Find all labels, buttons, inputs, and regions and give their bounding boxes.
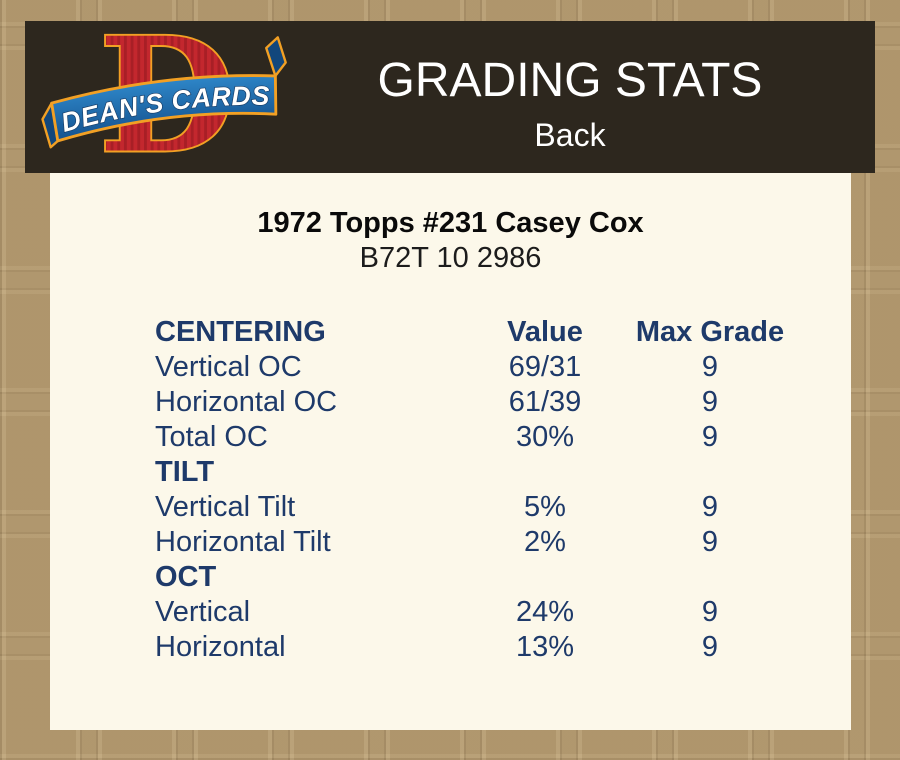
- table-row: Vertical OC 69/31 9: [155, 350, 795, 385]
- table-row: Horizontal OC 61/39 9: [155, 385, 795, 420]
- header-titles: GRADING STATS Back: [265, 21, 875, 173]
- row-label: Horizontal Tilt: [155, 526, 331, 558]
- empty-cell: [625, 560, 795, 595]
- ribbon-banner: [50, 74, 278, 143]
- deans-cards-logo-icon: D DEAN'S CARDS: [41, 2, 287, 190]
- section-label-oct: OCT: [155, 561, 217, 593]
- row-max-grade: 9: [701, 491, 719, 523]
- column-header-max-grade: Max Grade: [635, 316, 785, 348]
- row-value: 61/39: [508, 386, 582, 418]
- row-value: 5%: [524, 491, 566, 523]
- row-max-grade: 9: [701, 526, 719, 558]
- table-row-oct-header: OCT: [155, 560, 795, 595]
- table-row: Vertical Tilt 5% 9: [155, 490, 795, 525]
- card-side-label: Back: [534, 116, 606, 153]
- table-row: Horizontal Tilt 2% 9: [155, 525, 795, 560]
- column-header-value: Value: [507, 316, 583, 348]
- card-code: B72T 10 2986: [359, 242, 542, 274]
- table-row: Horizontal 13% 9: [155, 630, 795, 665]
- row-label: Total OC: [155, 421, 268, 453]
- empty-cell: [465, 455, 625, 490]
- row-label: Horizontal: [155, 631, 286, 663]
- row-value: 30%: [515, 421, 575, 453]
- table-row-centering-header: CENTERING Value Max Grade: [155, 315, 795, 350]
- row-label: Horizontal OC: [155, 386, 338, 418]
- grading-table: CENTERING Value Max Grade Vertical OC 69…: [155, 315, 795, 665]
- row-label: Vertical: [155, 596, 251, 628]
- deans-cards-logo: D DEAN'S CARDS: [39, 2, 291, 190]
- table-row-tilt-header: TILT: [155, 455, 795, 490]
- empty-cell: [465, 560, 625, 595]
- row-max-grade: 9: [701, 421, 719, 453]
- row-max-grade: 9: [701, 351, 719, 383]
- header-banner: D DEAN'S CARDS GRADING STATS Back: [25, 2, 875, 190]
- row-max-grade: 9: [701, 631, 719, 663]
- row-value: 69/31: [508, 351, 582, 383]
- row-max-grade: 9: [701, 596, 719, 628]
- row-label: Vertical OC: [155, 351, 302, 383]
- row-label: Vertical Tilt: [155, 491, 296, 523]
- table-row: Total OC 30% 9: [155, 420, 795, 455]
- ribbon-right-fold: [265, 36, 287, 78]
- row-value: 24%: [515, 596, 575, 628]
- section-label-centering: CENTERING: [155, 316, 326, 348]
- row-value: 13%: [515, 631, 575, 663]
- stats-panel: 1972 Topps #231 Casey Cox B72T 10 2986 C…: [50, 173, 851, 730]
- row-value: 2%: [524, 526, 566, 558]
- row-max-grade: 9: [701, 386, 719, 418]
- section-label-tilt: TILT: [155, 456, 215, 488]
- table-row: Vertical 24% 9: [155, 595, 795, 630]
- page-title: GRADING STATS: [377, 54, 763, 107]
- card-title: 1972 Topps #231 Casey Cox: [257, 207, 644, 239]
- empty-cell: [625, 455, 795, 490]
